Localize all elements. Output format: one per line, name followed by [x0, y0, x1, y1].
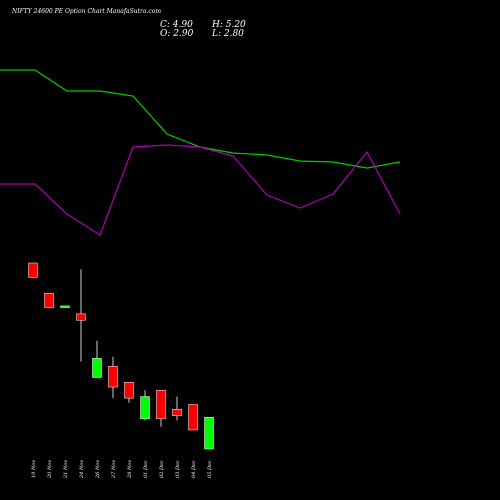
x-tick-label: 02 Dec: [159, 460, 165, 478]
candle: [108, 356, 118, 399]
candle-body: [76, 313, 86, 321]
close-value: C: 4.90: [160, 20, 193, 30]
candle: [28, 262, 38, 278]
x-axis-ticks: 19 Nov 20 Nov 21 Nov 24 Nov 26 Nov 27 Nov 28 N…: [31, 460, 213, 479]
x-tick-label: 19 Nov: [31, 460, 37, 478]
x-tick-label: 21 Nov: [63, 460, 69, 479]
x-tick-label: 04 Dec: [191, 460, 197, 478]
candle: [188, 404, 198, 431]
x-tick-label: 26 Nov: [95, 460, 101, 479]
x-tick-label: 28 Nov: [127, 460, 133, 479]
chart-title: NIFTY 24600 PE Option Chart ManafaSutra.…: [12, 8, 162, 15]
candle-body: [156, 389, 166, 420]
candle-body: [188, 404, 198, 431]
candle-body: [44, 292, 54, 308]
candle: [156, 389, 166, 427]
high-value: H: 5.20: [212, 20, 246, 30]
purple-indicator-line: [0, 144, 401, 236]
candle-body: [172, 409, 182, 416]
candle-body: [28, 262, 38, 278]
candle: [44, 292, 54, 308]
candle-body: [204, 416, 214, 450]
candle-body: [92, 358, 102, 378]
candle: [172, 396, 182, 421]
x-tick-label: 27 Nov: [111, 460, 117, 479]
candle: [124, 382, 134, 403]
candle: [140, 390, 150, 421]
indicator-lines: [0, 69, 401, 236]
candle: [76, 269, 86, 362]
candle: [204, 416, 214, 450]
candle: [60, 305, 70, 308]
x-tick-label: 05 Dec: [207, 460, 213, 478]
candle-body: [140, 396, 150, 420]
candlesticks: [28, 262, 214, 450]
candle-body: [124, 382, 134, 399]
candle-body: [60, 305, 70, 308]
open-value: O: 2.90: [160, 29, 194, 39]
x-tick-label: 24 Nov: [79, 460, 85, 479]
x-tick-label: 01 Dec: [143, 460, 149, 478]
x-tick-label: 03 Dec: [175, 460, 181, 478]
low-value: L: 2.80: [212, 29, 244, 39]
candle: [92, 340, 102, 378]
x-tick-label: 20 Nov: [47, 460, 53, 479]
candle-body: [108, 366, 118, 388]
